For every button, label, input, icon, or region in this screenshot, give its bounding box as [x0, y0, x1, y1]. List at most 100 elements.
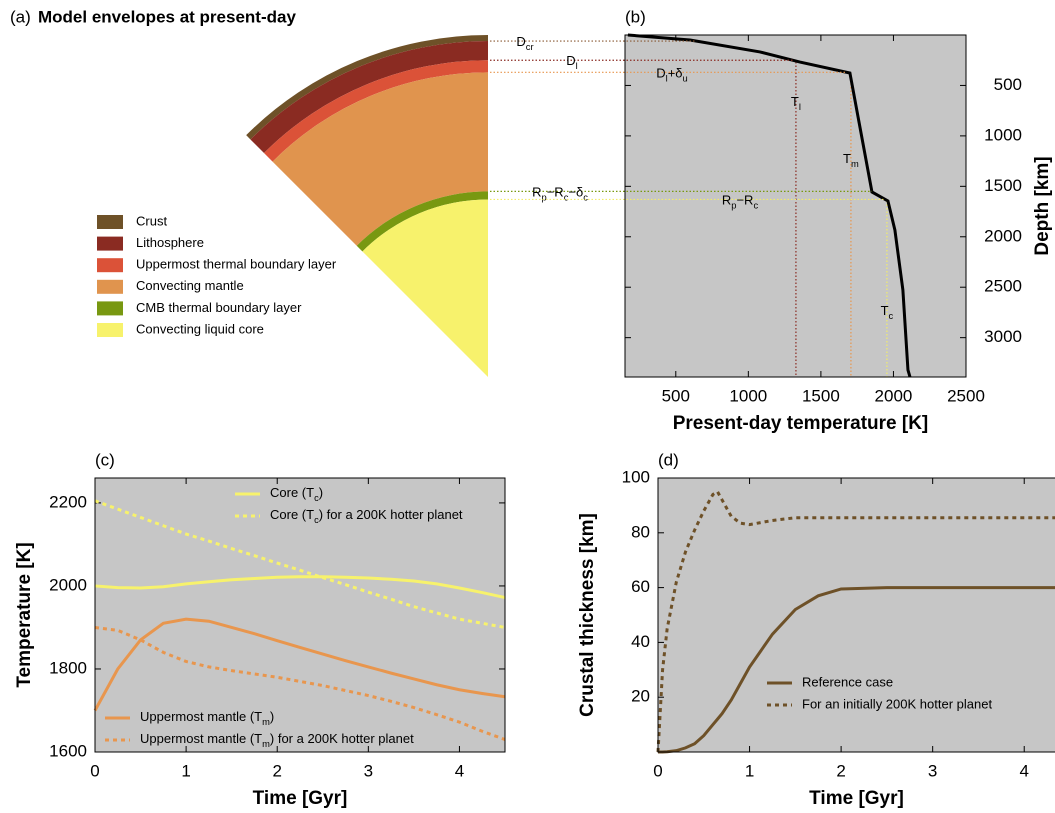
annotation-label: Dcr: [516, 34, 533, 52]
x-tick-label: 0: [653, 761, 662, 780]
x-tick-label: 4: [455, 761, 464, 780]
subscript: l: [576, 62, 578, 72]
marker-label: Tm: [843, 151, 859, 169]
series-line: [94, 499, 506, 629]
y-tick-label: 1000: [984, 125, 1022, 144]
subscript: l: [666, 74, 668, 84]
x-axis-label: Time [Gyr]: [253, 788, 348, 809]
legend-label: Lithosphere: [136, 235, 204, 250]
x-tick-label: 2: [272, 761, 281, 780]
panel-label: (c): [95, 450, 115, 469]
legend-label: Uppermost mantle (Tm): [140, 709, 274, 727]
subscript: p: [542, 193, 547, 203]
annotation-label: Dl+δu: [656, 66, 688, 84]
x-tick-label: 2000: [875, 386, 913, 405]
y-tick-label: 3000: [984, 327, 1022, 346]
subscript: c: [889, 311, 894, 321]
label-part: Uppermost mantle (T: [140, 731, 262, 746]
y-tick-label: 20: [631, 687, 650, 706]
legend-label: CMB thermal boundary layer: [136, 300, 302, 315]
subscript: m: [851, 159, 859, 169]
label-part: −δ: [568, 185, 583, 200]
x-tick-label: 1500: [802, 386, 840, 405]
y-tick-label: 100: [622, 467, 650, 486]
x-tick-label: 500: [662, 386, 690, 405]
layer: [272, 72, 488, 246]
series-line: [658, 586, 1055, 754]
legend-swatch: [97, 301, 123, 316]
y-axis-label: Depth [km]: [1032, 156, 1053, 255]
label-part: ): [319, 485, 323, 500]
subscript: m: [262, 739, 270, 749]
label-part: +δ: [668, 66, 683, 81]
subscript: c: [583, 193, 588, 203]
x-tick-label: 3: [364, 761, 373, 780]
legend-label: Core (Tc): [270, 485, 323, 503]
x-tick-label: 0: [90, 761, 99, 780]
label-part: D: [516, 34, 525, 49]
x-axis-label: Present-day temperature [K]: [673, 413, 929, 434]
x-tick-label: 2: [836, 761, 845, 780]
series-line: [94, 625, 506, 741]
subscript: l: [799, 102, 801, 112]
legend-label: Uppermost thermal boundary layer: [136, 257, 337, 272]
x-tick-label: 2500: [947, 386, 985, 405]
subscript: c: [314, 493, 319, 503]
subscript: cr: [526, 43, 534, 53]
plot-frame: [624, 34, 967, 378]
label-part: ): [270, 709, 274, 724]
y-tick-label: 1600: [49, 741, 87, 760]
legend-swatch: [97, 279, 123, 294]
label-part: −R: [547, 185, 564, 200]
layer: [264, 60, 488, 162]
legend-label: Crust: [136, 213, 167, 228]
subscript: c: [753, 201, 758, 211]
panel-label: (a): [10, 7, 31, 26]
panel: (d) 0 1 2 3 4 20 40 60 80 100 Time [Gyr] Crustal thi…: [577, 450, 1055, 809]
x-tick-label: 4: [1019, 761, 1028, 780]
legend-label: Convecting liquid core: [136, 321, 264, 336]
plot-frame: [657, 477, 1055, 753]
y-tick-label: 2200: [49, 492, 87, 511]
legend-label: Convecting mantle: [136, 278, 244, 293]
legend-swatch: [97, 236, 123, 251]
legend-swatch: [97, 258, 123, 273]
y-tick-label: 500: [994, 75, 1022, 94]
panel-label: (d): [658, 450, 679, 469]
label-part: Core (T: [270, 485, 314, 500]
legend-label: For an initially 200K hotter planet: [802, 696, 992, 711]
label-part: ) for a 200K hotter planet: [270, 731, 414, 746]
x-tick-label: 1: [181, 761, 190, 780]
marker-label: Tl: [791, 94, 801, 112]
label-part: T: [791, 94, 799, 109]
panel: (c) 0 1 2 3 4 1600 1800 2000 2200 Time [Gyr] Temper…: [14, 450, 506, 809]
label-part: D: [566, 54, 575, 69]
legend-label: Core (Tc) for a 200K hotter planet: [270, 507, 463, 525]
subscript: p: [731, 201, 736, 211]
label-part: Core (T: [270, 507, 314, 522]
label-part: −R: [736, 193, 753, 208]
x-axis-label: Time [Gyr]: [809, 788, 904, 809]
annotation-label: Rp−Rc: [722, 193, 759, 211]
label-part: ) for a 200K hotter planet: [319, 507, 463, 522]
y-axis-label: Crustal thickness [km]: [577, 513, 598, 717]
y-tick-label: 2000: [984, 226, 1022, 245]
label-part: T: [881, 303, 889, 318]
layer: [250, 41, 488, 154]
y-tick-label: 2500: [984, 277, 1022, 296]
plot-frame: [94, 477, 506, 753]
label-part: T: [843, 151, 851, 166]
plot-background: [95, 478, 505, 752]
marker-label: Tc: [881, 303, 894, 321]
legend-label: Reference case: [802, 674, 893, 689]
y-tick-label: 40: [631, 632, 650, 651]
panel-label: (b): [625, 7, 646, 26]
y-tick-label: 1800: [49, 658, 87, 677]
label-part: R: [722, 193, 731, 208]
label-part: R: [532, 185, 541, 200]
layer: [356, 191, 488, 252]
legend-label: Uppermost mantle (Tm) for a 200K hotter …: [140, 731, 414, 749]
series-line: [94, 575, 506, 600]
legend-swatch: [97, 323, 123, 337]
